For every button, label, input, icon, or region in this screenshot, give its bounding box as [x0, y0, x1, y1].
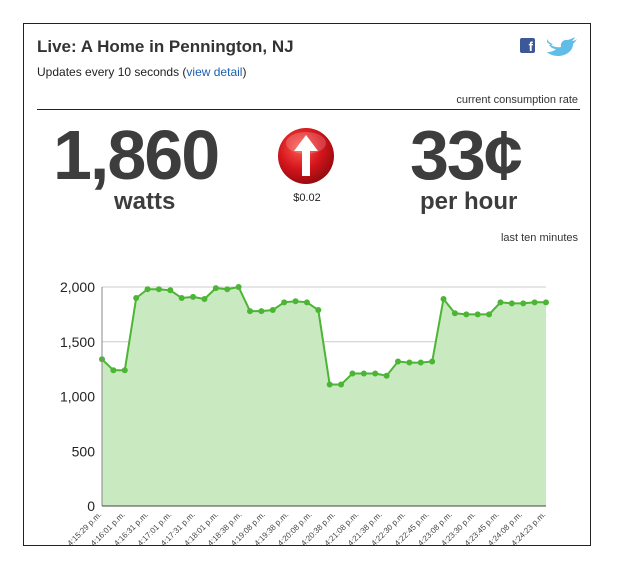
data-point [178, 294, 185, 301]
data-point [520, 300, 527, 307]
data-point [167, 287, 174, 294]
widget-title: Live: A Home in Pennington, NJ [37, 37, 294, 56]
data-point [224, 286, 231, 293]
twitter-bird-icon[interactable] [544, 34, 580, 58]
rate-label: current consumption rate [456, 94, 578, 106]
divider [37, 109, 580, 110]
data-point [451, 310, 458, 317]
data-point [201, 296, 208, 303]
watts-value: 1,860 [53, 116, 220, 194]
data-point [235, 284, 242, 290]
data-point [406, 359, 413, 366]
data-point [349, 370, 356, 377]
chart-period-label: last ten minutes [500, 232, 578, 244]
data-point [269, 306, 276, 313]
data-point [292, 298, 299, 305]
data-point [303, 299, 310, 306]
data-point [360, 370, 367, 377]
y-tick-label: 2,000 [60, 279, 95, 295]
data-point [110, 367, 117, 374]
data-point [372, 370, 379, 377]
data-point [281, 299, 288, 306]
data-point [440, 296, 447, 303]
facebook-icon[interactable]: f [520, 38, 535, 53]
view-detail-link[interactable]: view detail [186, 65, 243, 79]
data-point [417, 359, 424, 366]
data-point [315, 306, 322, 313]
data-point [463, 311, 470, 318]
data-point [338, 381, 345, 388]
y-tick-label: 1,500 [60, 334, 95, 350]
data-point [429, 358, 436, 365]
update-note-close: ) [242, 65, 247, 79]
data-point [133, 294, 140, 301]
data-point [258, 308, 265, 315]
data-point [121, 367, 128, 374]
update-note: Updates every 10 seconds (view detail) [37, 65, 246, 79]
y-tick-label: 1,000 [60, 389, 95, 405]
up-arrow-icon [278, 128, 334, 184]
data-point [497, 299, 504, 306]
cost-value: 33¢ [410, 116, 523, 194]
series-line [101, 285, 546, 386]
y-tick-label: 500 [72, 443, 96, 459]
data-point [326, 381, 333, 388]
cost-unit: per hour [420, 188, 518, 215]
data-point [543, 299, 549, 306]
data-point [395, 358, 401, 365]
data-point [144, 286, 151, 293]
energy-widget: Live: A Home in Pennington, NJ Updates e… [23, 23, 591, 546]
update-note-text: Updates every 10 seconds ( [37, 65, 187, 79]
watts-unit: watts [114, 188, 176, 215]
area-fill [102, 287, 546, 506]
data-point [531, 299, 538, 306]
y-tick-label: 0 [87, 498, 95, 514]
data-point [474, 311, 481, 318]
data-point [508, 300, 515, 307]
data-point [383, 372, 390, 379]
data-point [486, 311, 493, 318]
data-point [190, 293, 197, 300]
cost-delta: $0.02 [293, 192, 321, 204]
data-point [155, 286, 162, 293]
data-point [247, 308, 253, 315]
data-point [212, 285, 219, 292]
